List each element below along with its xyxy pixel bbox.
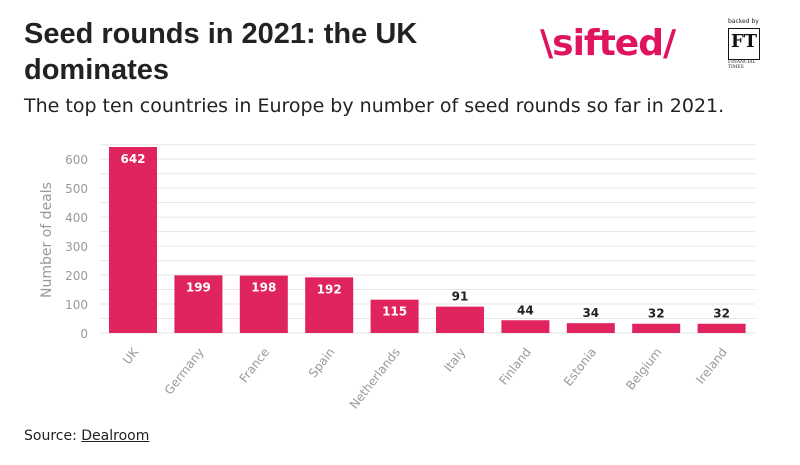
y-tick-label: 400 <box>65 211 88 225</box>
x-tick-label: Spain <box>306 345 338 380</box>
source-link[interactable]: Dealroom <box>81 428 150 444</box>
bar-chart: 0 100 200 300 400 500 600 Number of deals 642 1… <box>39 144 755 411</box>
bar-spain <box>305 277 354 333</box>
y-axis-label: Number of deals <box>39 182 55 298</box>
sifted-wordmark: \sifted/ <box>540 23 676 64</box>
data-label: 199 <box>186 280 211 294</box>
y-tick-label: 600 <box>65 153 88 167</box>
x-tick-label: UK <box>120 344 142 367</box>
x-tick-label: Estonia <box>561 345 599 388</box>
data-label: 192 <box>317 282 342 296</box>
bar-ireland <box>697 323 746 333</box>
x-tick-label: Ireland <box>693 345 730 386</box>
x-tick-label: Belgium <box>623 345 664 392</box>
gridlines <box>100 144 755 334</box>
ft-mark: FT <box>730 31 758 52</box>
y-tick-label: 300 <box>65 240 88 254</box>
bar-belgium <box>632 323 681 333</box>
y-tick-label: 100 <box>65 298 88 312</box>
x-tick-label: Finland <box>496 345 533 387</box>
y-axis-ticks: 0 100 200 300 400 500 600 <box>65 153 88 341</box>
sifted-logo: \sifted/ backed by FT FINANCIAL TIMES <box>540 18 780 70</box>
x-axis-ticks: UK Germany France Spain Netherlands Italy Finl… <box>120 344 730 411</box>
y-tick-label: 0 <box>80 327 88 341</box>
data-label: 32 <box>648 307 665 321</box>
bar-uk <box>109 147 157 333</box>
y-tick-label: 200 <box>65 269 88 283</box>
backed-by-label: backed by <box>728 18 759 25</box>
source-note: Source: Dealroom <box>24 428 149 444</box>
data-labels: 642 199 198 192 115 91 44 34 32 32 <box>120 152 729 321</box>
chart-subtitle: The top ten countries in Europe by numbe… <box>24 95 725 117</box>
data-label: 44 <box>517 303 534 317</box>
bar-netherlands <box>370 299 419 333</box>
x-tick-label: France <box>237 345 273 385</box>
source-label: Source: <box>24 428 77 444</box>
data-label: 642 <box>120 152 145 166</box>
y-tick-label: 500 <box>65 182 88 196</box>
data-label: 115 <box>382 305 407 319</box>
data-label: 32 <box>713 307 730 321</box>
bar-finland <box>501 320 550 333</box>
bar-france <box>239 275 288 333</box>
x-tick-label: Netherlands <box>347 345 403 411</box>
data-label: 198 <box>251 281 276 295</box>
bars <box>109 147 746 333</box>
bar-estonia <box>566 323 615 333</box>
bar-italy <box>436 306 484 333</box>
ft-name: FINANCIAL TIMES <box>728 60 756 70</box>
data-label: 34 <box>582 306 599 320</box>
x-tick-label: Germany <box>162 345 207 397</box>
ft-logo: FT <box>728 28 760 60</box>
data-label: 91 <box>452 290 469 304</box>
x-tick-label: Italy <box>441 345 468 374</box>
bar-germany <box>174 275 223 333</box>
chart-title: Seed rounds in 2021: the UK dominates <box>24 18 418 86</box>
